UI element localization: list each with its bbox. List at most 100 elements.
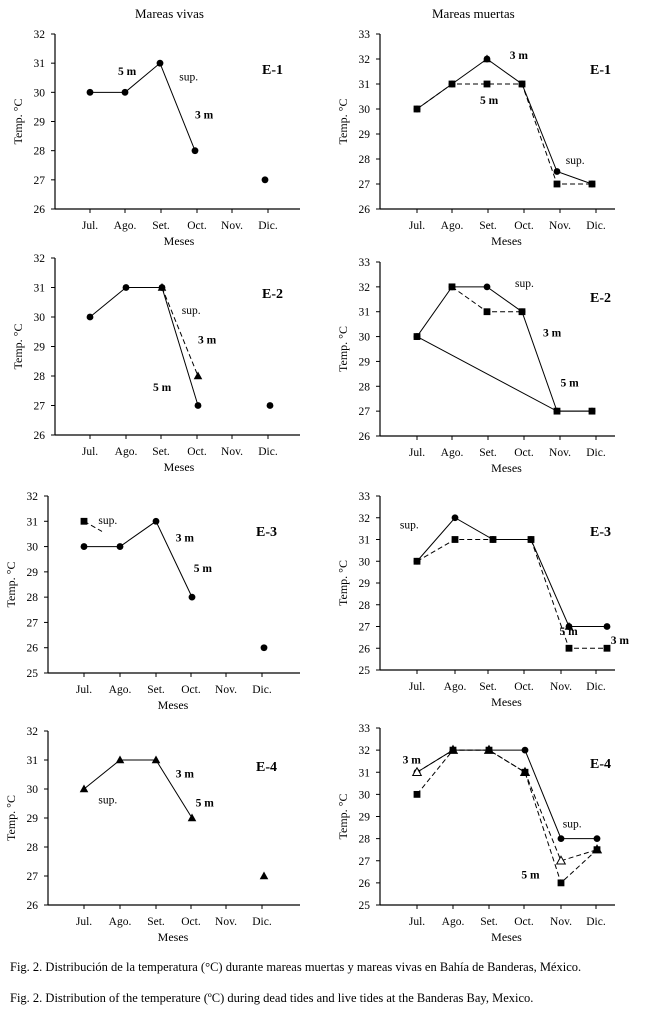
chart-3-series-2-point (413, 333, 421, 340)
chart-7-annotation-2: 5 m (521, 869, 540, 881)
chart-1-xtick-label: Dic. (586, 220, 606, 232)
column-title-live-tides: Mareas vivas (135, 6, 204, 21)
chart-2-annotation-1: 3 m (198, 335, 217, 347)
chart-7-series-0-point (593, 835, 601, 843)
chart-4-xtick-label: Set. (147, 684, 165, 696)
chart-7-series-0-point (557, 835, 565, 843)
chart-2-series-0-point (122, 284, 130, 291)
chart-2-ytick-label: 31 (34, 283, 46, 295)
chart-3-series-2-point (588, 407, 596, 415)
chart-0-series-0-point (156, 59, 164, 67)
chart-0-ytick-label: 31 (34, 58, 46, 70)
chart-6-ytick-label: 28 (27, 842, 39, 854)
chart-4-ytick-label: 28 (27, 592, 39, 604)
chart-3-series-0-point (518, 308, 526, 316)
chart-1-xtick-label: Jul. (409, 220, 425, 232)
chart-6-xtick-label: Dic. (252, 916, 272, 928)
chart-4-xtick-label: Nov. (215, 684, 237, 696)
chart-3-annotation-1: 3 m (543, 328, 562, 340)
chart-3-series-1-line (451, 286, 522, 313)
chart-5-series-1-line (416, 539, 607, 649)
chart-4-ytick-label: 25 (27, 668, 39, 680)
chart-1-ytick-label: 27 (359, 179, 371, 191)
chart-2-ytick-label: 29 (34, 342, 46, 354)
chart-0-annotation-1: sup. (179, 72, 198, 84)
chart-5-xtick-label: Oct. (514, 681, 534, 693)
chart-4-annotation-2: 5 m (194, 563, 213, 575)
chart-4-ytick-label: 30 (27, 542, 39, 554)
chart-0-ytick-label: 27 (34, 175, 46, 187)
chart-3-series-1-point (448, 283, 456, 291)
figure-caption-spanish: Fig. 2. Distribución de la temperatura (… (10, 960, 582, 974)
chart-5-ytick-label: 27 (359, 622, 371, 634)
chart-2-panel-label: E-2 (262, 287, 283, 302)
chart-6-y-axis-title: Temp. °C (4, 795, 18, 841)
chart-4-series-1-line (83, 520, 103, 532)
chart-7-series-2-point (413, 790, 421, 798)
chart-1-series-0-point (413, 105, 421, 113)
chart-1-series-1-point (588, 180, 596, 188)
chart-3-series-0-line (416, 286, 592, 412)
chart-7-series-1-point (483, 744, 495, 754)
chart-1-series-0-point (553, 168, 561, 175)
chart-2-ytick-label: 27 (34, 401, 46, 413)
chart-2-y-axis-title: Temp. °C (11, 324, 25, 370)
chart-7-series-0-line (416, 749, 597, 840)
column-title-dead-tides: Mareas muertas (432, 6, 515, 21)
chart-5-ytick-label: 31 (359, 535, 371, 547)
chart-6-series-0-point (115, 755, 125, 764)
chart-4-series-0-point (116, 543, 124, 550)
chart-3-annotation-0: sup. (515, 278, 534, 290)
chart-1-series-1-point (448, 80, 456, 88)
chart-3-xtick-label: Dic. (586, 447, 606, 459)
chart-0-series-0-point (191, 147, 199, 155)
chart-5-xtick-label: Ago. (444, 681, 467, 693)
chart-1-series-1-point (483, 80, 491, 88)
chart-1-x-axis-title: Meses (491, 234, 522, 248)
chart-0-xtick-label: Set. (152, 220, 170, 232)
chart-7-annotation-0: 3 m (403, 754, 422, 766)
chart-0-ytick-label: 29 (34, 117, 46, 129)
chart-7-series-1-point (555, 855, 567, 865)
chart-1-panel-label: E-1 (590, 63, 611, 78)
chart-1-series-2-point (482, 54, 492, 63)
chart-6-xtick-label: Set. (147, 916, 165, 928)
chart-1-y-axis-title: Temp. °C (336, 99, 350, 145)
chart-5-annotation-1: 5 m (560, 626, 579, 638)
chart-4-xtick-label: Oct. (181, 684, 201, 696)
chart-0-series-1-point (261, 176, 269, 184)
chart-3-ytick-label: 31 (359, 307, 371, 319)
chart-5-ytick-label: 25 (359, 665, 371, 677)
chart-7-series-0-point (521, 746, 529, 754)
chart-7-series-1-point (591, 844, 603, 854)
chart-0-panel-label: E-1 (262, 63, 283, 78)
chart-3-ytick-label: 28 (359, 381, 371, 393)
chart-4-y-axis-title: Temp. °C (4, 562, 18, 608)
chart-7-ytick-label: 26 (359, 878, 371, 890)
chart-7-series-1-point (447, 744, 459, 754)
chart-7-series-2-point (521, 768, 529, 776)
chart-5-annotation-2: 3 m (611, 635, 630, 647)
chart-0-xtick-label: Nov. (221, 220, 243, 232)
chart-7-series-0-point (485, 746, 493, 754)
chart-1-xtick-label: Oct. (514, 220, 534, 232)
chart-0-annotation-0: 5 m (118, 66, 137, 78)
chart-3-xtick-label: Set. (479, 447, 497, 459)
chart-3-ytick-label: 27 (359, 406, 371, 418)
chart-1-series-0-point (518, 80, 526, 88)
chart-5-series-0-point (489, 536, 497, 543)
chart-3-series-0-point (588, 407, 596, 415)
chart-2-series-1-point (193, 371, 203, 380)
chart-7-ytick-label: 32 (359, 745, 371, 757)
chart-4-annotation-1: 3 m (176, 533, 195, 545)
chart-4-x-axis-title: Meses (158, 698, 189, 712)
chart-3-ytick-label: 30 (359, 332, 371, 344)
chart-0-ytick-label: 28 (34, 146, 46, 158)
chart-7-annotation-1: sup. (563, 819, 582, 831)
chart-1-xtick-label: Ago. (441, 220, 464, 232)
